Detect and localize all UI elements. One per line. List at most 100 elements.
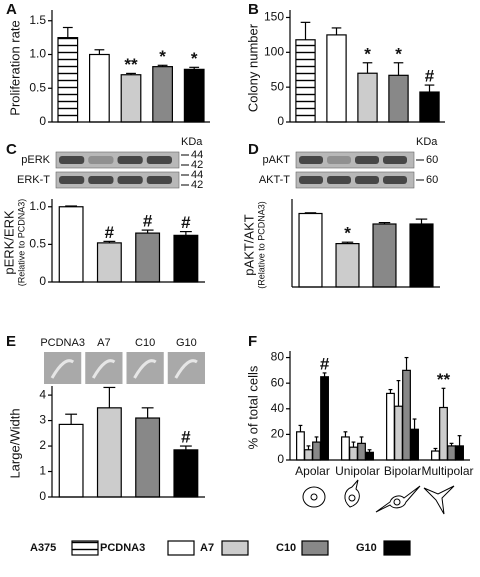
micrograph bbox=[85, 352, 123, 384]
bar bbox=[419, 91, 440, 123]
panel-letter: D bbox=[248, 141, 259, 158]
bar bbox=[152, 66, 173, 123]
bar bbox=[135, 417, 161, 498]
blot-band bbox=[146, 176, 172, 184]
bar bbox=[296, 431, 305, 461]
y-tick-label: 50 bbox=[271, 79, 285, 93]
blot-band bbox=[327, 156, 351, 164]
bar bbox=[335, 243, 360, 288]
panel-letter: B bbox=[248, 1, 259, 18]
panel-letter: F bbox=[248, 333, 257, 350]
bar bbox=[58, 423, 84, 498]
significance-mark: # bbox=[181, 428, 191, 447]
bar bbox=[386, 392, 395, 461]
significance-mark: * bbox=[191, 49, 198, 68]
cell-outline bbox=[91, 359, 116, 379]
y-tick-label: 1.0 bbox=[29, 47, 46, 61]
bar bbox=[388, 74, 409, 123]
bar bbox=[365, 451, 374, 461]
significance-mark: ** bbox=[437, 370, 451, 389]
blot-band bbox=[327, 176, 351, 184]
multipolar-icon bbox=[423, 485, 455, 515]
y-tick-label: 0.5 bbox=[29, 237, 46, 251]
y-axis-label: pERK/ERK bbox=[1, 210, 16, 275]
bar bbox=[298, 212, 323, 288]
significance-mark: * bbox=[364, 44, 371, 63]
y-tick-label: 0 bbox=[39, 489, 46, 503]
significance-mark: * bbox=[159, 47, 166, 66]
y-tick-label: 0 bbox=[277, 452, 284, 466]
y-axis-label: Proliferation rate bbox=[7, 20, 22, 115]
y-axis-sublabel: (Relative to PCDNA3) bbox=[256, 201, 266, 289]
legend-swatch bbox=[71, 540, 99, 556]
y-axis-label: % of total cells bbox=[245, 365, 260, 449]
legend-swatch bbox=[383, 540, 411, 556]
bar bbox=[320, 376, 329, 461]
y-tick-label: 80 bbox=[271, 350, 285, 364]
legend-label: PCDNA3 bbox=[100, 542, 145, 554]
y-tick-label: 100 bbox=[264, 44, 284, 58]
nucleus bbox=[393, 498, 401, 506]
bar bbox=[409, 223, 434, 288]
blot-band bbox=[88, 176, 114, 184]
blot-band bbox=[59, 176, 85, 184]
blot-band bbox=[117, 156, 143, 164]
bipolar-icon bbox=[375, 485, 421, 513]
blot-band bbox=[355, 156, 379, 164]
bar bbox=[447, 445, 456, 461]
cell-outline bbox=[133, 359, 157, 379]
x-tick-label: Bipolar bbox=[384, 464, 421, 478]
bar bbox=[135, 232, 161, 283]
bar bbox=[372, 223, 397, 288]
bar bbox=[89, 53, 110, 123]
bar bbox=[326, 34, 347, 123]
blot-row-label: pAKT bbox=[262, 154, 290, 166]
marker-label: 44 bbox=[191, 149, 203, 161]
nucleus bbox=[348, 494, 356, 502]
marker-label: 44 bbox=[191, 169, 203, 181]
significance-mark: ** bbox=[124, 55, 138, 74]
significance-mark: * bbox=[344, 224, 351, 243]
bar bbox=[402, 369, 411, 461]
blot-band bbox=[146, 156, 172, 164]
blot-row-label: pERK bbox=[21, 154, 50, 166]
bar bbox=[357, 442, 366, 461]
marker-label: 42 bbox=[191, 179, 203, 191]
significance-mark: # bbox=[320, 354, 330, 373]
bar bbox=[455, 445, 464, 461]
blot-band bbox=[59, 156, 85, 164]
unipolar-icon bbox=[344, 479, 360, 508]
image-label: A7 bbox=[97, 337, 110, 349]
y-axis-label: Large/Width bbox=[7, 408, 22, 478]
y-tick-label: 3 bbox=[39, 413, 46, 427]
blot-band bbox=[299, 156, 323, 164]
bar bbox=[439, 406, 448, 461]
y-axis-label: Colony number bbox=[245, 23, 260, 112]
bar bbox=[431, 450, 440, 461]
y-axis-label: pAKT/AKT bbox=[241, 214, 256, 275]
bar bbox=[96, 242, 122, 283]
bar bbox=[183, 68, 205, 123]
blot-row-label: AKT-T bbox=[259, 174, 290, 186]
bar bbox=[58, 206, 84, 283]
legend-swatch bbox=[221, 540, 249, 556]
legend-swatch bbox=[301, 540, 329, 556]
y-tick-label: 0 bbox=[39, 274, 46, 288]
bar bbox=[349, 446, 358, 461]
legend-label: C10 bbox=[276, 542, 296, 554]
nucleus bbox=[310, 493, 318, 501]
x-tick-label: Apolar bbox=[295, 464, 330, 478]
bar bbox=[173, 449, 199, 498]
y-tick-label: 1.5 bbox=[29, 13, 46, 27]
significance-mark: # bbox=[425, 67, 435, 86]
panel-letter: A bbox=[6, 1, 17, 18]
legend-swatch bbox=[167, 540, 195, 556]
apolar-icon bbox=[302, 486, 326, 508]
blot-band bbox=[383, 176, 407, 184]
y-tick-label: 40 bbox=[271, 401, 285, 415]
bar bbox=[120, 74, 142, 123]
image-label: PCDNA3 bbox=[40, 337, 85, 349]
bar bbox=[304, 449, 313, 461]
y-tick-label: 1.0 bbox=[29, 199, 46, 213]
